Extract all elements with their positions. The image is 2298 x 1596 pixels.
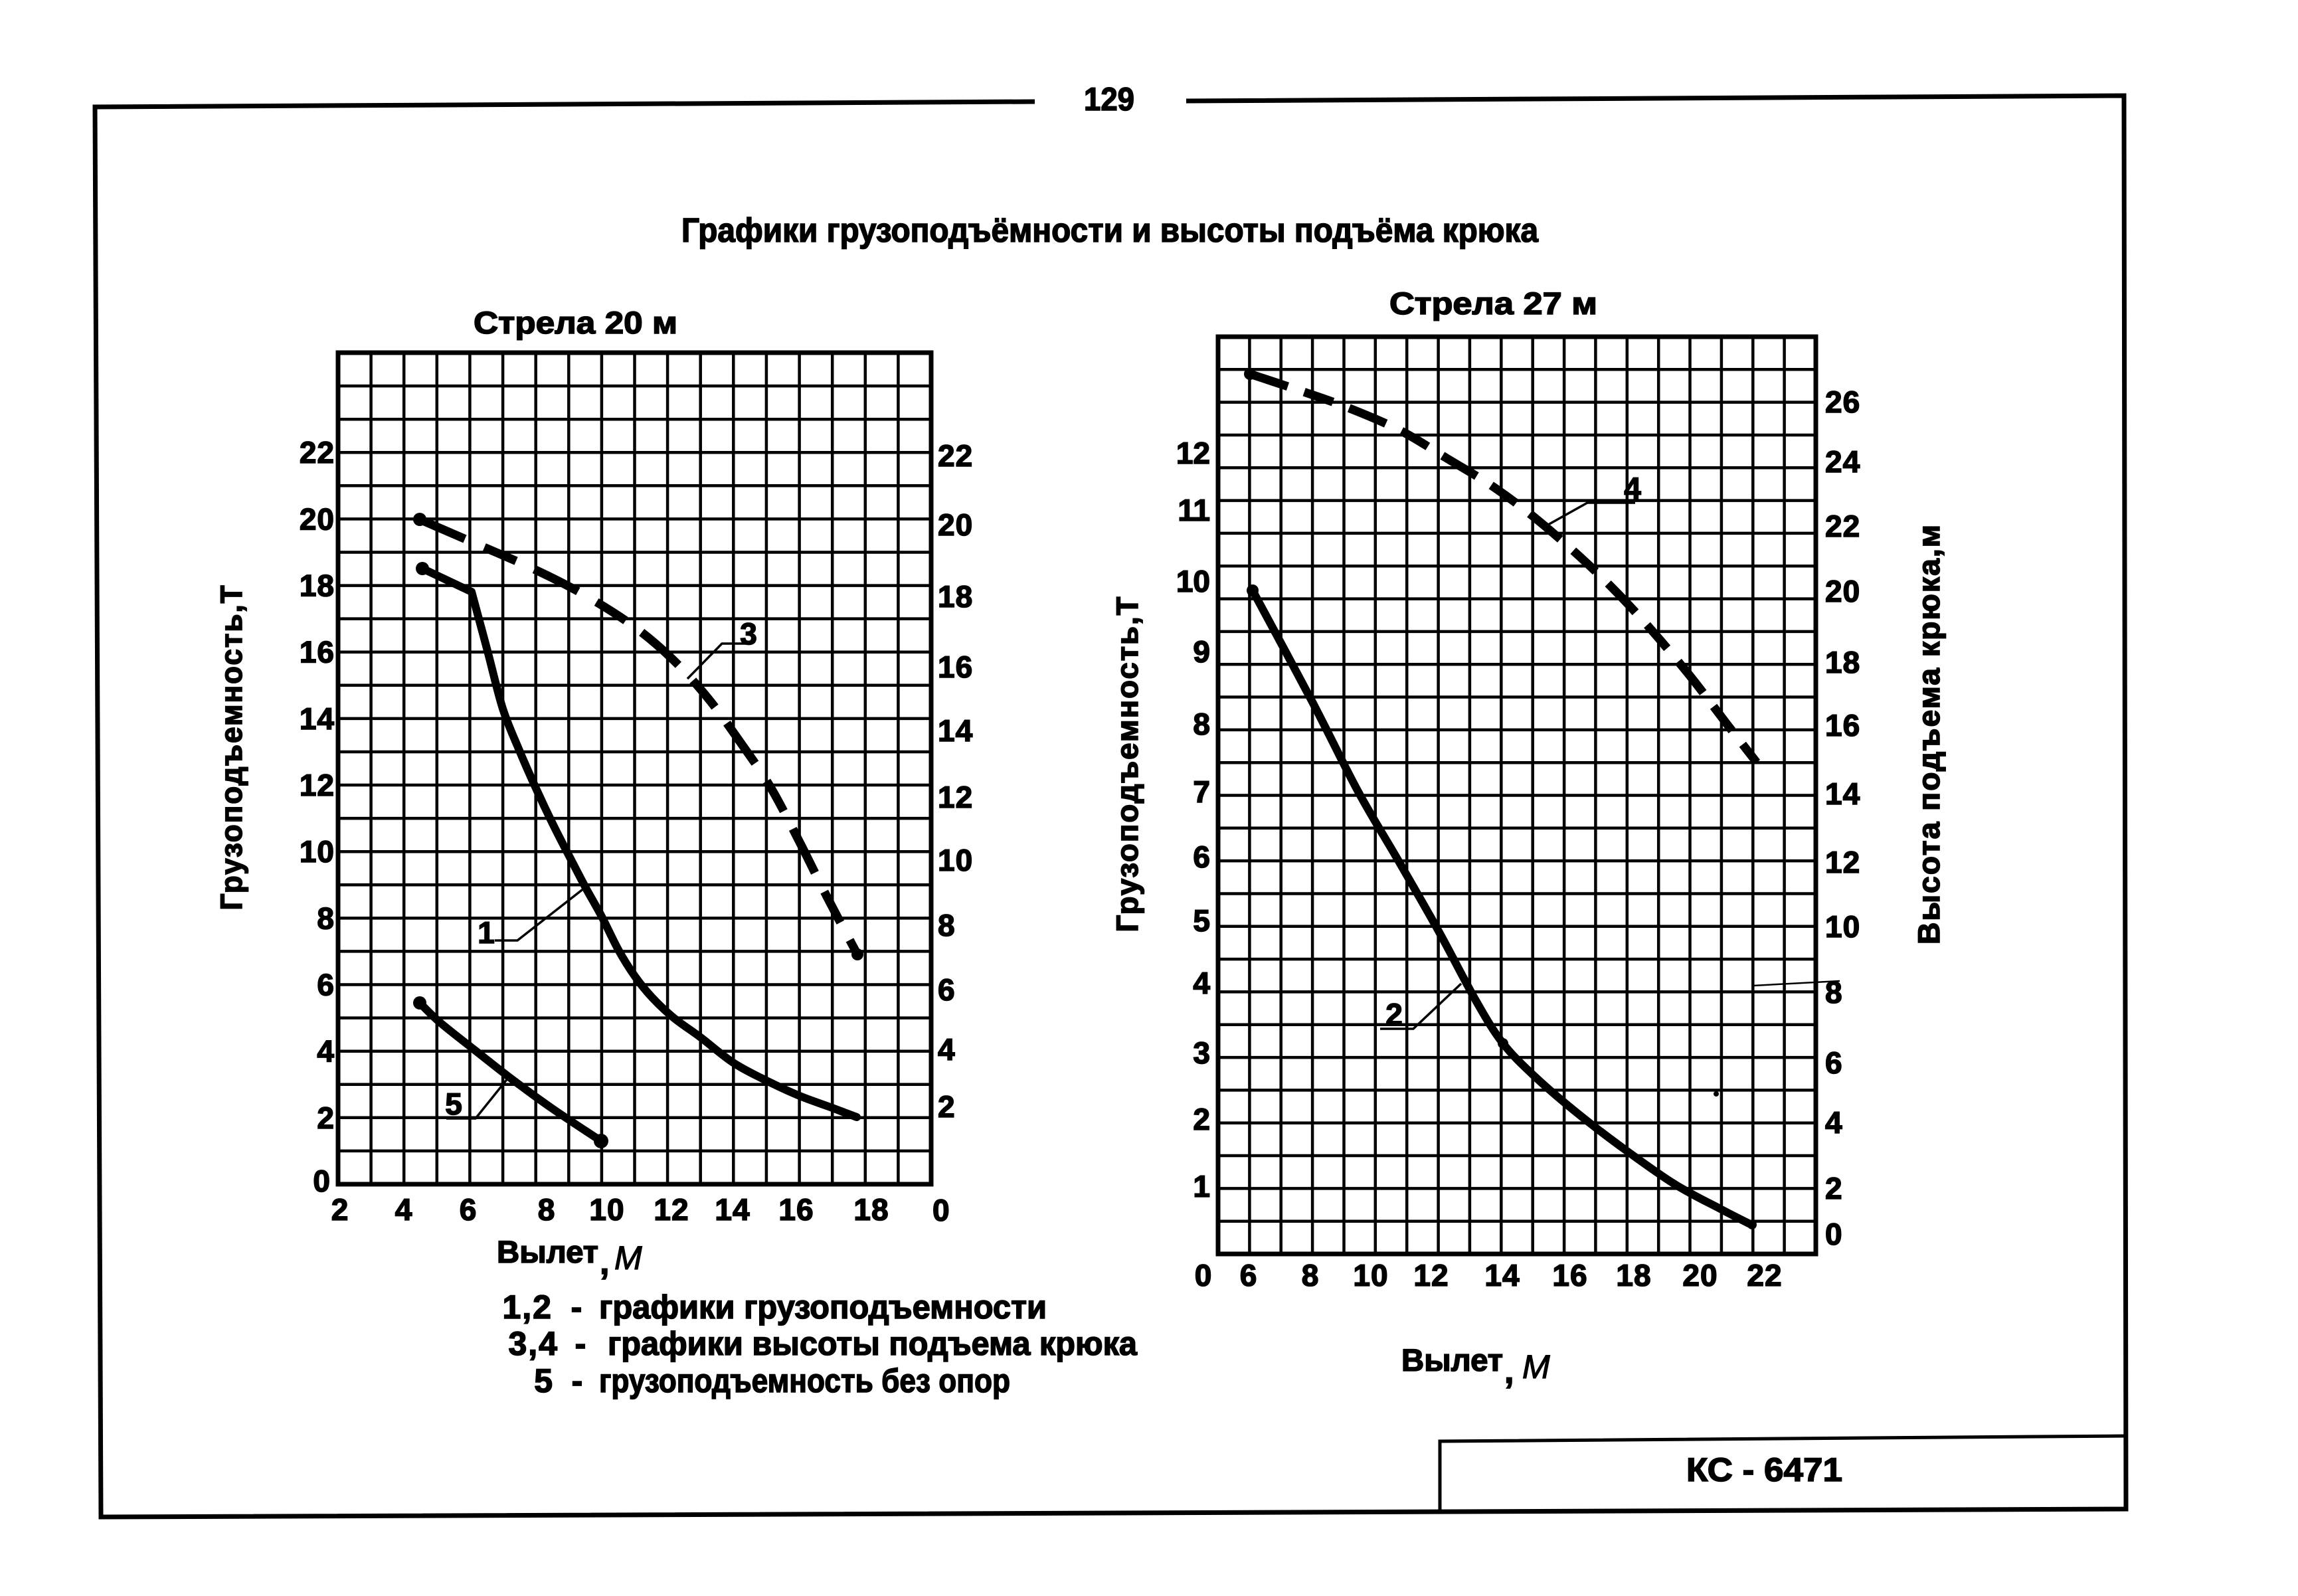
svg-text:2: 2: [1193, 1102, 1210, 1136]
svg-text:10: 10: [300, 834, 335, 869]
svg-text:22: 22: [938, 438, 973, 473]
svg-text:14: 14: [938, 713, 973, 748]
svg-text:8: 8: [538, 1192, 556, 1227]
svg-text:0: 0: [313, 1164, 330, 1198]
svg-text:,: ,: [1504, 1352, 1514, 1391]
svg-text:16: 16: [1552, 1258, 1587, 1292]
svg-text:9: 9: [1193, 634, 1210, 669]
svg-text:4: 4: [395, 1192, 413, 1227]
svg-text:-: -: [571, 1288, 582, 1326]
svg-text:5: 5: [1193, 903, 1210, 938]
svg-text:-: -: [572, 1362, 583, 1399]
svg-text:14: 14: [715, 1192, 750, 1227]
svg-text:18: 18: [1616, 1258, 1651, 1292]
svg-text:6: 6: [938, 972, 956, 1007]
svg-text:10: 10: [1176, 564, 1210, 598]
svg-text:5: 5: [534, 1362, 553, 1399]
svg-text:графики грузоподъемности: графики грузоподъемности: [599, 1288, 1047, 1326]
svg-text:8: 8: [938, 908, 956, 942]
svg-text:3: 3: [740, 616, 757, 651]
svg-text:12: 12: [1413, 1258, 1449, 1292]
svg-text:16: 16: [300, 635, 335, 669]
svg-text:10: 10: [938, 843, 973, 877]
svg-text:Вылет: Вылет: [1401, 1342, 1503, 1377]
svg-text:2: 2: [1825, 1171, 1843, 1205]
svg-text:графики высоты подъема крюка: графики высоты подъема крюка: [608, 1325, 1138, 1362]
svg-text:10: 10: [589, 1192, 624, 1227]
svg-text:0: 0: [1195, 1258, 1213, 1292]
svg-text:18: 18: [853, 1192, 889, 1227]
svg-text:6: 6: [1825, 1045, 1843, 1080]
svg-text:10: 10: [1825, 909, 1860, 944]
svg-text:1,2: 1,2: [502, 1288, 553, 1326]
svg-text:0: 0: [932, 1193, 950, 1227]
svg-text:14: 14: [1484, 1258, 1520, 1292]
svg-text:Стрела 20 м: Стрела 20 м: [474, 305, 677, 340]
svg-text:8: 8: [317, 901, 335, 935]
svg-text:20: 20: [300, 501, 335, 536]
svg-text:5: 5: [445, 1087, 462, 1121]
svg-text:16: 16: [778, 1192, 814, 1227]
svg-text:2: 2: [317, 1101, 335, 1135]
svg-text:22: 22: [1825, 509, 1860, 543]
svg-text:,: ,: [600, 1243, 609, 1282]
svg-text:11: 11: [1178, 493, 1210, 527]
svg-text:1: 1: [478, 915, 495, 950]
svg-text:7: 7: [1193, 774, 1210, 809]
svg-text:20: 20: [1825, 574, 1860, 608]
svg-text:22: 22: [1747, 1258, 1782, 1292]
svg-text:Графики грузоподъёмности и выс: Графики грузоподъёмности и высоты подъём…: [681, 211, 1539, 249]
svg-text:8: 8: [1302, 1258, 1320, 1292]
svg-text:12: 12: [300, 768, 335, 802]
svg-text:4: 4: [1624, 471, 1641, 505]
svg-text:129: 129: [1084, 82, 1134, 118]
svg-text:6: 6: [1193, 840, 1210, 874]
svg-text:-: -: [575, 1325, 586, 1362]
svg-text:6: 6: [317, 968, 335, 1002]
svg-text:2: 2: [1385, 997, 1403, 1031]
svg-text:16: 16: [938, 650, 973, 684]
svg-text:22: 22: [300, 435, 335, 470]
svg-text:М: М: [1522, 1348, 1550, 1385]
svg-text:20: 20: [938, 507, 973, 542]
svg-text:Высота подъема крюка,м: Высота подъема крюка,м: [1911, 523, 1946, 944]
svg-text:14: 14: [300, 701, 335, 736]
svg-text:4: 4: [938, 1032, 956, 1067]
svg-text:4: 4: [317, 1034, 335, 1069]
svg-text:14: 14: [1825, 776, 1860, 811]
svg-text:10: 10: [1353, 1258, 1388, 1292]
svg-text:4: 4: [1193, 966, 1210, 1000]
svg-text:6: 6: [1240, 1258, 1258, 1292]
svg-text:16: 16: [1825, 708, 1860, 743]
svg-text:1: 1: [1193, 1169, 1210, 1203]
svg-text:3: 3: [1193, 1035, 1210, 1070]
svg-text:Стрела 27 м: Стрела 27 м: [1389, 286, 1597, 321]
svg-text:3,4: 3,4: [508, 1325, 559, 1362]
svg-text:18: 18: [938, 579, 973, 614]
svg-text:М: М: [614, 1239, 642, 1277]
svg-text:Вылет: Вылет: [497, 1234, 598, 1269]
svg-text:12: 12: [938, 780, 973, 814]
svg-text:12: 12: [1176, 436, 1210, 470]
svg-text:20: 20: [1682, 1258, 1718, 1292]
svg-text:2: 2: [331, 1192, 349, 1227]
svg-text:6: 6: [460, 1192, 478, 1227]
svg-text:8: 8: [1193, 707, 1210, 741]
svg-text:КС - 6471: КС - 6471: [1686, 1451, 1842, 1488]
svg-text:0: 0: [1825, 1217, 1843, 1251]
svg-text:8: 8: [1825, 975, 1843, 1010]
svg-text:18: 18: [300, 569, 335, 603]
svg-text:4: 4: [1825, 1105, 1843, 1140]
svg-text:18: 18: [1825, 645, 1860, 679]
svg-text:24: 24: [1825, 444, 1860, 479]
svg-text:12: 12: [1825, 845, 1860, 879]
svg-text:2: 2: [938, 1089, 956, 1124]
svg-text:26: 26: [1825, 385, 1860, 419]
svg-text:Грузоподъемность,Т: Грузоподъемность,Т: [214, 584, 248, 911]
svg-text:Грузоподъемность,Т: Грузоподъемность,Т: [1110, 596, 1144, 932]
svg-text:грузоподъемность без опор: грузоподъемность без опор: [599, 1362, 1010, 1399]
svg-text:12: 12: [654, 1192, 689, 1227]
